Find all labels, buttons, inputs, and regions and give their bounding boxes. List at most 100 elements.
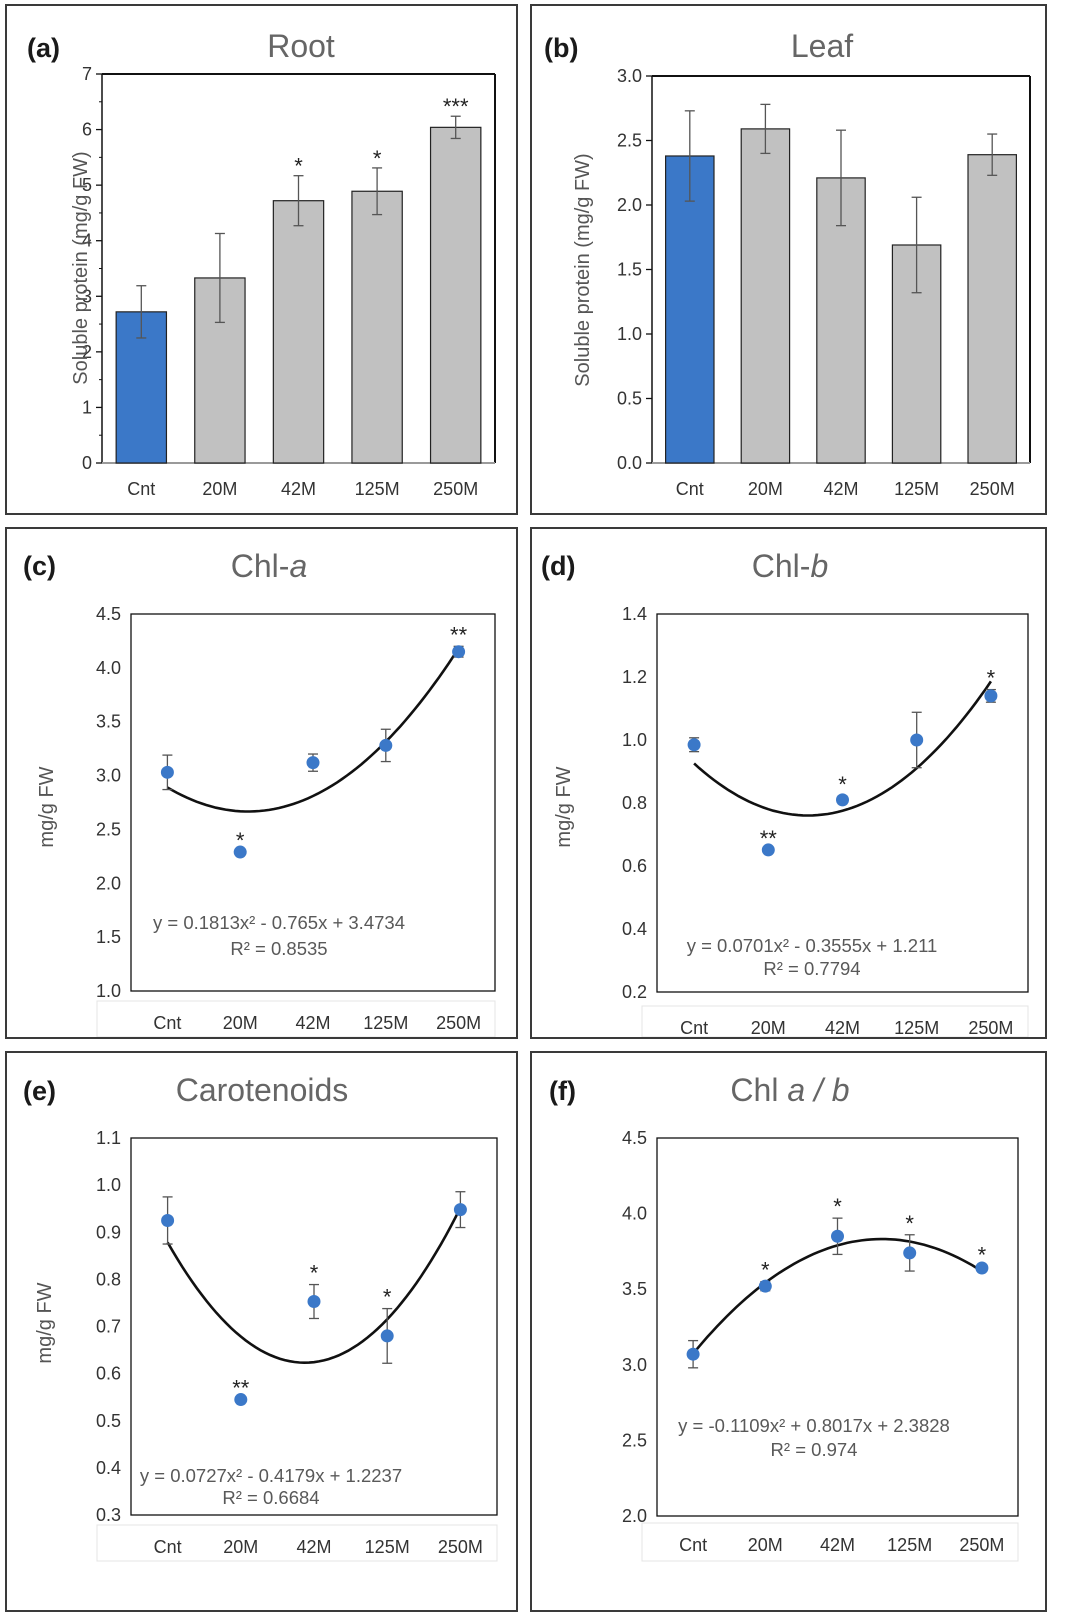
y-axis-label: Soluble protein (mg/g FW) <box>70 151 92 384</box>
significance-mark: * <box>761 1258 770 1283</box>
chart-title-plain: Carotenoids <box>176 1072 349 1108</box>
axis-area-frame <box>96 1524 498 1562</box>
trend-line <box>692 1237 983 1355</box>
panel-c: (c) Chl-a 1.0 1.5 2.0 2.5 3.0 3.5 4.0 4.5 mg/g FW C… <box>5 527 518 1039</box>
significance-mark: ** <box>232 1376 250 1401</box>
bar-125m <box>351 190 403 464</box>
data-point-250m <box>452 645 466 659</box>
x-tick-label: Cnt <box>153 1013 181 1033</box>
trend-r-squared: R² = 0.7794 <box>763 958 860 979</box>
y-tick-label: 7 <box>82 64 92 84</box>
x-tick-label: 42M <box>281 479 316 499</box>
y-tick-label: 1.0 <box>96 981 121 1001</box>
data-point-20m <box>761 843 775 857</box>
significance-mark: * <box>383 1285 392 1310</box>
y-axis-label: mg/g FW <box>553 766 575 847</box>
x-tick-label: 42M <box>825 1018 860 1038</box>
significance-mark: * <box>373 146 382 171</box>
y-tick-label: 0.5 <box>617 389 642 409</box>
y-tick-label: 1.4 <box>622 604 647 624</box>
panel-label: (f) <box>549 1076 576 1106</box>
significance-mark: * <box>838 772 847 797</box>
data-point-250m <box>975 1261 989 1275</box>
y-tick-label: 2.5 <box>617 131 642 151</box>
x-tick-label: 250M <box>433 479 478 499</box>
bar-250m <box>967 154 1017 464</box>
chart-d: (d) Chl-b 0.2 0.4 0.6 0.8 1.0 1.2 1.4 mg/g FW Cnt 2… <box>541 548 1029 1038</box>
plot-frame <box>130 1137 498 1516</box>
data-point-250m <box>453 1203 467 1217</box>
data-point-250m <box>984 689 998 703</box>
x-tick-label: 20M <box>223 1013 258 1033</box>
y-tick-label: 0.4 <box>96 1458 121 1478</box>
y-tick-label: 3 <box>82 286 92 306</box>
significance-mark: * <box>236 828 245 853</box>
x-tick-label: 42M <box>820 1535 855 1555</box>
x-tick-label: 250M <box>970 479 1015 499</box>
trend-r-squared: R² = 0.8535 <box>230 938 327 959</box>
y-tick-label: 1.2 <box>622 667 647 687</box>
x-tick-label: 42M <box>296 1537 331 1557</box>
bar-42m <box>272 200 325 464</box>
chart-c: (c) Chl-a 1.0 1.5 2.0 2.5 3.0 3.5 4.0 4.5 mg/g FW C… <box>23 548 496 1037</box>
y-tick-label: 2 <box>82 342 92 362</box>
significance-mark: * <box>987 666 996 691</box>
data-point-42m <box>306 756 320 770</box>
data-point-cnt <box>687 738 701 752</box>
data-point-125m <box>379 738 393 752</box>
plot-frame <box>130 613 496 992</box>
y-tick-label: 1.0 <box>617 324 642 344</box>
x-tick-label: Cnt <box>127 479 155 499</box>
y-tick-label: 0.8 <box>96 1269 121 1289</box>
chart-title: Root <box>267 28 335 64</box>
significance-mark: ** <box>760 826 778 851</box>
data-point-125m <box>380 1329 394 1343</box>
y-tick-label: 2.0 <box>622 1506 647 1526</box>
data-point-cnt <box>686 1347 700 1361</box>
plot-frame <box>656 1137 1019 1517</box>
x-tick-label: 250M <box>968 1018 1013 1038</box>
x-tick-label: 250M <box>436 1013 481 1033</box>
panel-label: (d) <box>541 551 575 581</box>
y-tick-label: 1.1 <box>96 1128 121 1148</box>
bar-20m <box>740 128 791 464</box>
y-tick-label: 0.3 <box>96 1505 121 1525</box>
panel-d: (d) Chl-b 0.2 0.4 0.6 0.8 1.0 1.2 1.4 mg/g FW Cnt 2… <box>530 527 1047 1039</box>
data-point-20m <box>758 1279 772 1293</box>
y-tick-label: 3.5 <box>622 1279 647 1299</box>
y-tick-label: 3.0 <box>96 766 121 786</box>
y-axis-label: mg/g FW <box>36 766 58 847</box>
panel-e: (e) Carotenoids 0.3 0.4 0.5 0.6 0.7 0.8 0.9 1.0 1.… <box>5 1051 518 1612</box>
chart-title-italic: a <box>289 548 307 584</box>
y-tick-label: 1 <box>82 397 92 417</box>
chart-a: (a) Root 0 1 2 3 4 5 6 7 Soluble protein (mg/g FW)… <box>27 28 496 499</box>
significance-mark: ** <box>450 622 468 647</box>
chart-b: (b) Leaf 0.0 0.5 1.0 1.5 2.0 2.5 3.0 Soluble prot… <box>544 28 1031 499</box>
significance-mark: * <box>833 1194 842 1219</box>
x-tick-label: 42M <box>295 1013 330 1033</box>
data-point-42m <box>307 1295 321 1309</box>
y-tick-label: 1.5 <box>96 927 121 947</box>
panel-b: (b) Leaf 0.0 0.5 1.0 1.5 2.0 2.5 3.0 Soluble prot… <box>530 4 1047 515</box>
x-tick-label: 125M <box>363 1013 408 1033</box>
x-tick-label: Cnt <box>154 1537 182 1557</box>
y-tick-label: 0 <box>82 453 92 473</box>
chart-title-plain: Chl- <box>752 548 811 584</box>
y-tick-label: 3.0 <box>622 1355 647 1375</box>
axis-area-frame <box>96 1000 496 1037</box>
significance-mark: * <box>978 1243 987 1268</box>
y-tick-label: 0.8 <box>622 793 647 813</box>
trend-line <box>166 647 460 813</box>
data-point-20m <box>233 845 247 859</box>
y-tick-label: 4.0 <box>96 658 121 678</box>
data-point-cnt <box>160 765 174 779</box>
y-tick-label: 0.7 <box>96 1317 121 1337</box>
panel-label: (b) <box>544 33 578 63</box>
significance-mark: * <box>905 1211 914 1236</box>
data-point-20m <box>234 1393 248 1407</box>
y-tick-label: 0.5 <box>96 1411 121 1431</box>
y-tick-label: 2.5 <box>96 819 121 839</box>
y-tick-label: 5 <box>82 175 92 195</box>
data-point-42m <box>831 1229 844 1243</box>
chart-f: (f) Chl a / b 2.0 2.5 3.0 3.5 4.0 4.5 Cnt 20M 42M 1… <box>549 1072 1019 1562</box>
